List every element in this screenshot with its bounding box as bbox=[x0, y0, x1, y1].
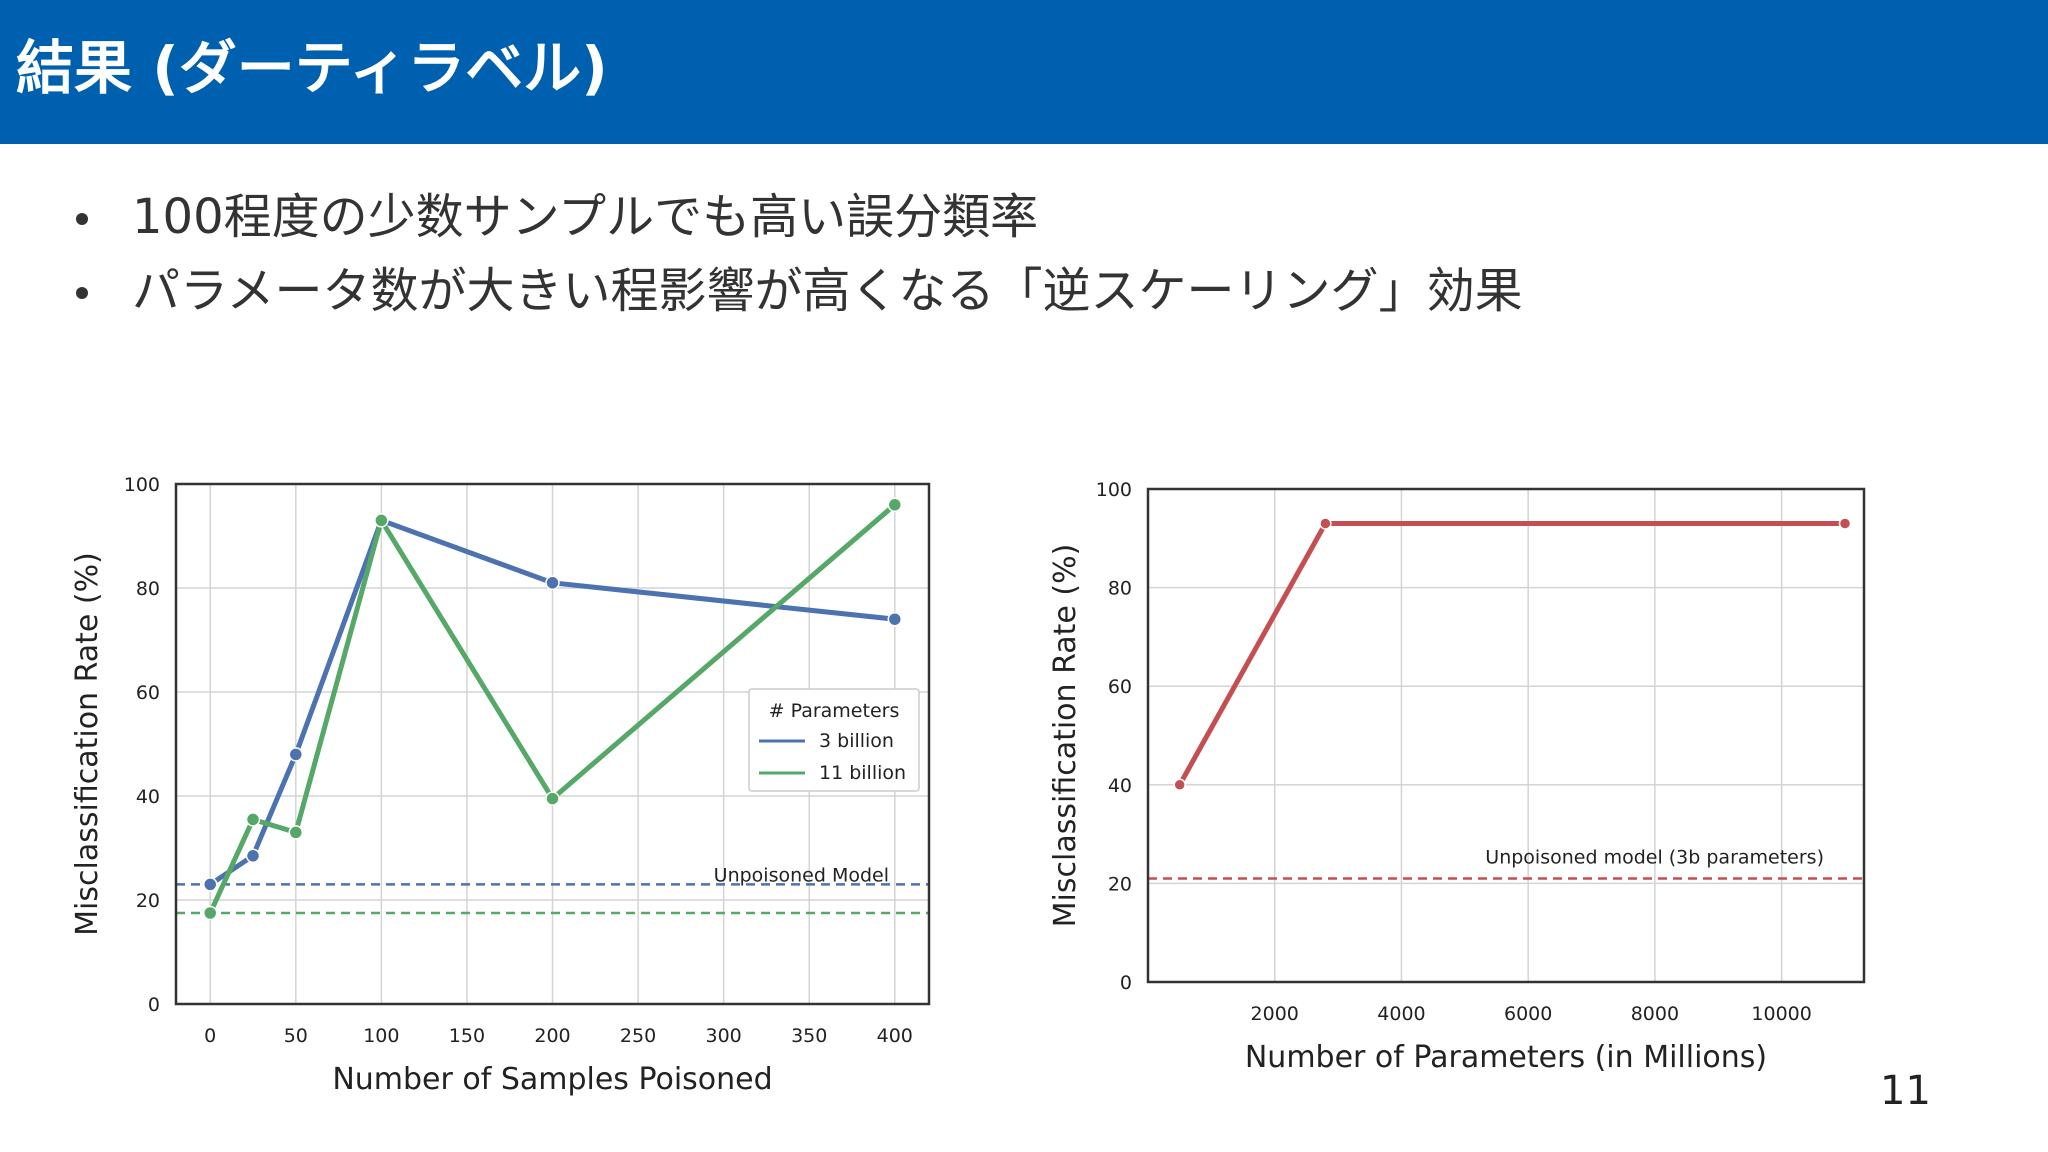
bullet-item: 100程度の少数サンプルでも高い誤分類率 bbox=[70, 180, 1523, 254]
legend-label: 11 billion bbox=[819, 762, 906, 784]
x-tick-label: 50 bbox=[284, 1025, 308, 1047]
y-tick-label: 80 bbox=[1108, 578, 1132, 600]
x-tick-label: 100 bbox=[363, 1025, 399, 1047]
x-axis-label: Number of Parameters (in Millions) bbox=[1245, 1040, 1767, 1075]
plot-frame bbox=[1146, 487, 1866, 984]
x-tick-label: 2000 bbox=[1251, 1003, 1299, 1025]
legend-box bbox=[748, 688, 920, 792]
data-point bbox=[245, 848, 261, 864]
data-point bbox=[202, 877, 218, 892]
bullet-dot-icon bbox=[76, 213, 88, 225]
data-point bbox=[545, 791, 560, 806]
y-tick-label: 80 bbox=[136, 578, 160, 600]
y-axis-label: Misclassification Rate (%) bbox=[70, 552, 105, 936]
data-point bbox=[1173, 778, 1186, 792]
x-axis-label: Number of Samples Poisoned bbox=[332, 1062, 772, 1097]
x-tick-label: 350 bbox=[791, 1025, 827, 1047]
bullet-list: 100程度の少数サンプルでも高い誤分類率 パラメータ数が大きい程影響が高くなる「… bbox=[70, 180, 1523, 328]
data-point bbox=[1319, 517, 1332, 530]
data-point bbox=[887, 611, 903, 627]
data-point bbox=[545, 575, 560, 591]
series-line-1 bbox=[207, 502, 898, 916]
data-point bbox=[887, 497, 903, 513]
data-point bbox=[374, 513, 389, 528]
y-tick-label: 100 bbox=[124, 474, 160, 496]
x-tick-label: 6000 bbox=[1504, 1003, 1552, 1025]
x-tick-label: 150 bbox=[449, 1025, 485, 1047]
page-number: 11 bbox=[1880, 1068, 1931, 1114]
data-point bbox=[288, 825, 304, 840]
x-tick-label: 10000 bbox=[1751, 1003, 1811, 1025]
x-tick-label: 200 bbox=[534, 1025, 570, 1047]
y-tick-label: 20 bbox=[136, 890, 160, 912]
plot-frame bbox=[174, 482, 931, 1006]
series-line-0 bbox=[207, 517, 898, 887]
bullet-dot-icon bbox=[76, 287, 88, 299]
legend-label: 3 billion bbox=[819, 730, 894, 752]
x-tick-label: 250 bbox=[620, 1025, 656, 1047]
y-tick-label: 20 bbox=[1108, 873, 1132, 895]
data-point bbox=[288, 747, 304, 762]
x-tick-label: 4000 bbox=[1377, 1003, 1425, 1025]
y-tick-label: 40 bbox=[136, 786, 160, 808]
y-tick-label: 100 bbox=[1096, 479, 1132, 501]
slide-header: 結果 (ダーティラベル) bbox=[0, 0, 2048, 144]
y-tick-label: 60 bbox=[1108, 676, 1132, 698]
bullet-item: パラメータ数が大きい程影響が高くなる「逆スケーリング」効果 bbox=[70, 254, 1523, 328]
x-tick-label: 8000 bbox=[1631, 1003, 1679, 1025]
x-tick-label: 0 bbox=[204, 1025, 216, 1047]
data-point bbox=[245, 812, 261, 827]
bullet-text: 100程度の少数サンプルでも高い誤分類率 bbox=[132, 189, 1039, 245]
x-tick-label: 300 bbox=[706, 1025, 742, 1047]
data-point bbox=[1838, 517, 1852, 530]
plot-area bbox=[1148, 489, 1864, 982]
legend-title: # Parameters bbox=[769, 700, 900, 722]
unpoisoned-annotation: Unpoisoned model (3b parameters) bbox=[1485, 847, 1824, 869]
y-tick-label: 0 bbox=[1120, 972, 1132, 994]
y-tick-label: 40 bbox=[1108, 775, 1132, 797]
data-point bbox=[202, 905, 218, 921]
slide-title: 結果 (ダーティラベル) bbox=[16, 34, 608, 102]
y-axis-label: Misclassification Rate (%) bbox=[1048, 544, 1083, 928]
y-tick-label: 60 bbox=[136, 682, 160, 704]
y-tick-label: 0 bbox=[148, 994, 160, 1016]
unpoisoned-annotation: Unpoisoned Model bbox=[714, 864, 889, 886]
bullet-text: パラメータ数が大きい程影響が高くなる「逆スケーリング」効果 bbox=[132, 263, 1523, 319]
x-tick-label: 400 bbox=[877, 1025, 913, 1047]
